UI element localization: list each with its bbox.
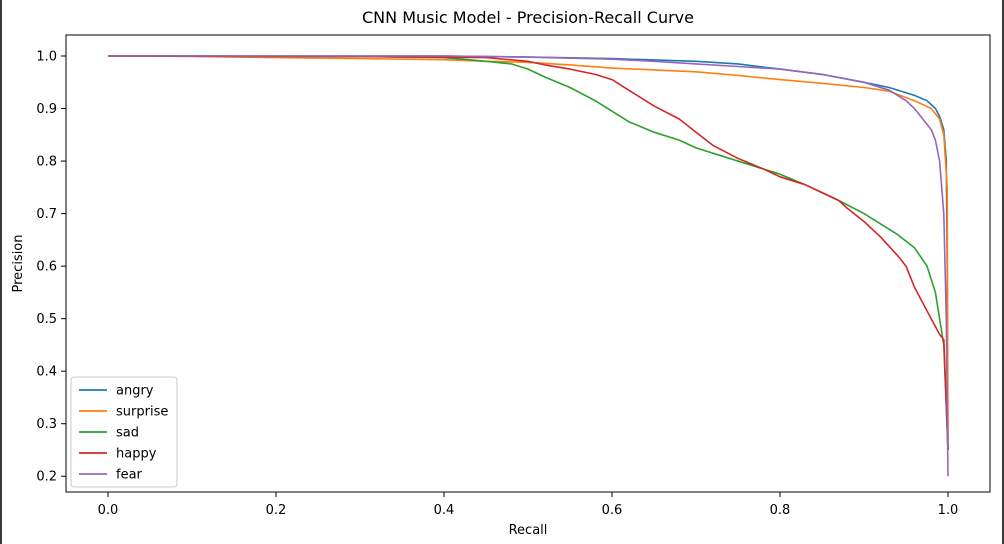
x-tick-label: 0.0: [98, 503, 119, 518]
x-tick-label: 0.4: [434, 503, 455, 518]
y-tick-label: 0.7: [36, 207, 57, 222]
x-tick-label: 0.2: [266, 503, 287, 518]
series-line-sad: [107, 55, 949, 451]
y-tick-label: 0.6: [36, 260, 57, 275]
y-tick-label: 0.4: [36, 365, 57, 380]
x-tick-label: 0.6: [602, 503, 623, 518]
legend-label-angry: angry: [116, 384, 154, 399]
plot-area-frame: [65, 34, 991, 493]
legend-label-happy: happy: [116, 447, 157, 462]
legend-label-sad: sad: [116, 426, 139, 441]
series-line-angry: [108, 55, 949, 451]
legend-label-surprise: surprise: [116, 405, 168, 420]
x-tick-label: 0.8: [770, 503, 791, 518]
legend-box: [70, 376, 178, 488]
y-tick-label: 0.5: [36, 312, 57, 327]
y-tick-label: 0.9: [36, 102, 57, 117]
y-tick-label: 0.2: [36, 470, 57, 485]
series-line-fear: [108, 55, 949, 477]
x-axis-label: Recall: [509, 523, 548, 538]
series-line-surprise: [107, 55, 949, 451]
y-tick-label: 0.3: [36, 417, 57, 432]
y-axis-label: Precision: [11, 234, 26, 292]
series-line-happy: [107, 55, 949, 451]
y-tick-label: 1.0: [36, 50, 57, 65]
legend-label-fear: fear: [116, 468, 143, 483]
chart-title: CNN Music Model - Precision-Recall Curve: [362, 8, 694, 27]
y-tick-label: 0.8: [36, 155, 57, 170]
x-tick-label: 1.0: [938, 503, 959, 518]
